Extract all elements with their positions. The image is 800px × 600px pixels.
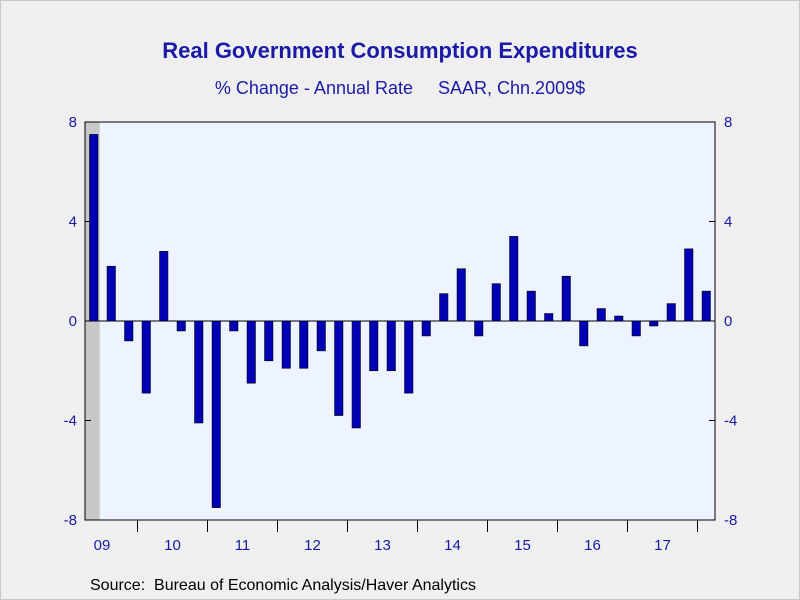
y-tick-label-left: -4	[64, 413, 77, 430]
bar-2017Q3	[666, 303, 676, 322]
bar-2009Q4	[124, 320, 134, 342]
chart-title: Real Government Consumption Expenditures	[162, 38, 638, 63]
bar-2012Q2	[299, 320, 309, 369]
bar-2017Q4	[684, 248, 694, 322]
x-tick-label: 13	[374, 537, 391, 554]
x-tick-label: 16	[584, 537, 601, 554]
bar-2016Q2	[579, 320, 589, 347]
y-tick-label-right: 8	[724, 114, 732, 131]
bar-2010Q4	[194, 320, 204, 424]
bar-2012Q3	[316, 320, 326, 352]
bar-2013Q2	[369, 320, 379, 372]
bar-2014Q2	[439, 293, 449, 322]
x-tick-label: 14	[444, 537, 461, 554]
bar-2011Q1	[211, 320, 221, 508]
bar-2011Q3	[246, 320, 256, 384]
x-tick-label: 15	[514, 537, 531, 554]
bar-2015Q2	[509, 236, 519, 322]
y-tick-label-right: 4	[724, 214, 732, 231]
bar-2016Q1	[561, 275, 571, 322]
bar-2015Q4	[544, 313, 554, 322]
bar-2010Q3	[176, 320, 186, 332]
bar-2015Q1	[491, 283, 501, 322]
bar-2012Q4	[334, 320, 344, 416]
bar-2015Q3	[526, 290, 536, 322]
x-tick-label: 17	[654, 537, 671, 554]
chart-subtitle: % Change - Annual Rate SAAR, Chn.2009$	[214, 78, 586, 98]
bar-2016Q4	[614, 315, 624, 322]
bar-2014Q3	[456, 268, 466, 322]
y-tick-label-right: -4	[724, 413, 737, 430]
bar-2013Q3	[386, 320, 396, 372]
bar-2017Q1	[631, 320, 641, 337]
y-tick-label-left: 0	[69, 313, 77, 330]
bar-2010Q1	[141, 320, 151, 394]
bar-2016Q3	[596, 308, 606, 322]
bar-2013Q4	[404, 320, 414, 394]
source-note: Source: Bureau of Economic Analysis/Have…	[90, 577, 476, 594]
bar-2018Q1	[701, 290, 711, 322]
y-tick-label-left: 8	[69, 114, 77, 131]
bar-2014Q4	[474, 320, 484, 337]
bar-2009Q3	[106, 265, 116, 322]
bar-2013Q1	[351, 320, 361, 429]
y-tick-label-left: -8	[64, 512, 77, 529]
y-tick-label-right: -8	[724, 512, 737, 529]
x-tick-label: 10	[164, 537, 181, 554]
x-tick-label: 09	[94, 537, 111, 554]
y-tick-label-right: 0	[724, 313, 732, 330]
bar-2010Q2	[159, 251, 169, 322]
bar-2009Q2	[89, 134, 99, 322]
bar-2014Q1	[421, 320, 431, 337]
bar-2011Q4	[264, 320, 274, 362]
bar-2017Q2	[649, 320, 659, 327]
y-tick-label-left: 4	[69, 214, 77, 231]
x-tick-label: 11	[235, 537, 251, 554]
x-tick-label: 12	[304, 537, 321, 554]
bar-2012Q1	[281, 320, 291, 369]
bar-2011Q2	[229, 320, 239, 332]
plot-area: 8 8 4 4 0 0 -4 -4 -8 -8 09 10 11 12 13 14 15 16 17	[64, 114, 738, 554]
